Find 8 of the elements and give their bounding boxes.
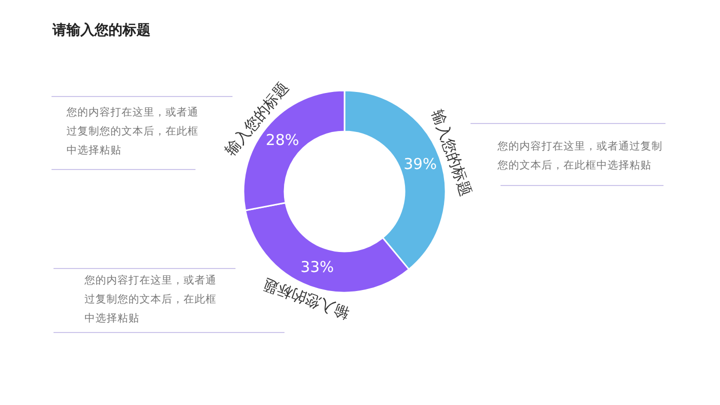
text: 您的内容打在这里，或者通过复制您的文本后，在此框中选择粘贴 [496,140,662,172]
slice-label: 输入您的标题 [260,275,352,322]
text: 请输入您的标题 [52,22,150,38]
data-label: 39% [404,155,437,174]
data-label: 33% [300,258,334,276]
text: 您的内容打在这里，或者通过复制您的文本后，在此框中选择粘贴 [84,274,216,324]
data-label: 28% [266,131,300,150]
text: 您的内容打在这里，或者通过复制您的文本后，在此框中选择粘贴 [66,106,198,156]
